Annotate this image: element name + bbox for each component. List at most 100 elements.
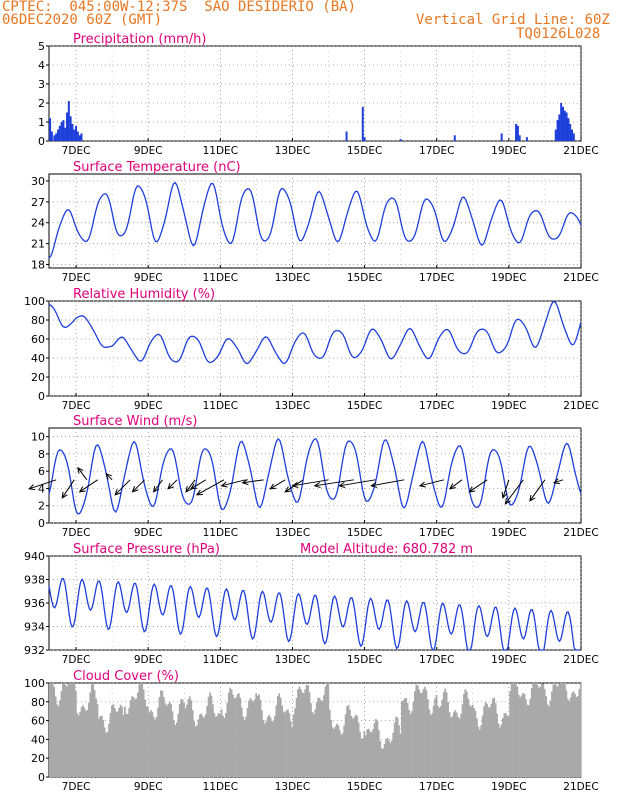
cloud-bar — [388, 740, 390, 777]
cloud-bar — [507, 716, 510, 777]
cloud-bar — [566, 698, 569, 777]
cloud-bar — [60, 691, 63, 777]
y-tick-label: 940 — [24, 550, 45, 563]
x-tick-label: 11DEC — [203, 527, 238, 539]
cloud-bar — [542, 683, 545, 777]
precip-bar — [570, 129, 573, 141]
cloud-bar — [354, 714, 357, 777]
cloud-bar — [464, 689, 467, 777]
cloud-bar — [49, 683, 51, 777]
cloud-bar — [256, 695, 259, 777]
cloud-bar — [141, 683, 144, 777]
cloud-bar — [509, 691, 511, 777]
cloud-bar — [92, 683, 95, 777]
cloud-bar — [467, 698, 470, 777]
x-tick-label: 17DEC — [419, 272, 454, 284]
x-tick-label: 19DEC — [491, 145, 526, 157]
cloud-bar — [271, 721, 273, 777]
cloud-bar — [253, 699, 256, 777]
cloud-bar — [494, 703, 497, 777]
cloud-bar — [553, 683, 556, 777]
cloud-bar — [452, 712, 455, 777]
wind-vector-head — [418, 481, 426, 488]
cloud-bar — [565, 690, 568, 777]
cloud-bar — [338, 730, 341, 777]
cloud-bar — [292, 714, 295, 777]
cloud-bar — [559, 683, 562, 777]
cloud-bar — [61, 684, 64, 777]
x-tick-label: 19DEC — [491, 781, 526, 793]
cloud-bar — [284, 712, 286, 777]
wind-vector — [449, 479, 463, 490]
cloud-bar — [200, 713, 203, 777]
wind-vector — [79, 479, 98, 493]
cloud-bar — [266, 716, 269, 777]
cloud-bar — [289, 720, 292, 777]
cloud-bar — [139, 683, 142, 777]
cloud-bar — [108, 723, 110, 777]
cloud-bar — [93, 690, 96, 777]
precip-bar — [569, 123, 572, 141]
cloud-bar — [268, 714, 271, 777]
cloud-bar — [370, 732, 373, 777]
x-tick-label: 13DEC — [275, 145, 310, 157]
cloud-bar — [510, 683, 513, 777]
y-tick-label: 10 — [31, 431, 45, 444]
cloud-bar — [419, 693, 422, 777]
cloud-bar — [258, 694, 260, 777]
cloud-bar — [478, 729, 481, 777]
x-tick-label: 17DEC — [419, 654, 454, 666]
wind-vector-head — [167, 482, 174, 490]
cloud-bar — [489, 707, 491, 777]
cloud-bar — [493, 697, 496, 777]
cloud-bar — [382, 748, 385, 777]
cloud-bar — [556, 686, 559, 777]
cloud-bar — [473, 707, 475, 777]
precip-bar — [75, 125, 78, 141]
wind-vector — [529, 479, 546, 502]
cloud-bar — [301, 692, 304, 777]
y-tick-label: 40 — [31, 733, 45, 746]
cloud-bar — [222, 715, 224, 777]
wind-vector-head — [195, 489, 203, 496]
cloud-bar — [514, 683, 517, 777]
cloud-bar — [250, 699, 253, 777]
cloud-bar — [418, 689, 421, 777]
cloud-bar — [328, 709, 331, 777]
precip-bar — [66, 112, 69, 141]
wind-vector-head — [185, 485, 192, 493]
cloud-bar — [486, 703, 488, 777]
cloud-bar — [385, 738, 387, 777]
cloud-bar — [441, 699, 444, 777]
cloud-bar — [451, 716, 454, 777]
cloud-bar — [240, 707, 243, 777]
wind-vector — [553, 479, 564, 484]
wind-vector-head — [105, 473, 112, 480]
cloud-bar — [356, 715, 359, 777]
cloud-bar — [555, 685, 558, 777]
cloud-bar — [458, 718, 461, 777]
wind-vector — [105, 473, 113, 481]
cloud-bar — [226, 702, 229, 777]
cloud-bar — [389, 742, 392, 777]
panel-frame — [48, 427, 582, 524]
wind-vector-head — [291, 481, 299, 488]
cloud-bar — [255, 693, 258, 777]
cloud-bar — [105, 732, 108, 777]
cloud-bar — [203, 717, 206, 777]
cloud-bar — [572, 691, 575, 777]
cloud-bar — [57, 706, 60, 777]
x-tick-label: 7DEC — [62, 654, 91, 666]
panel-frame — [48, 173, 582, 269]
cloud-bar — [191, 710, 194, 777]
cloud-bar — [497, 723, 500, 777]
x-tick-label: 15DEC — [347, 781, 382, 793]
cloud-bar — [275, 705, 278, 777]
cloud-bar — [415, 684, 418, 777]
cloud-bar — [393, 722, 396, 777]
cloud-bar — [288, 713, 291, 777]
cloud-bar — [364, 735, 367, 777]
cloud-bar — [158, 696, 161, 777]
wind-vector — [196, 479, 225, 496]
cloud-bar — [245, 716, 247, 777]
